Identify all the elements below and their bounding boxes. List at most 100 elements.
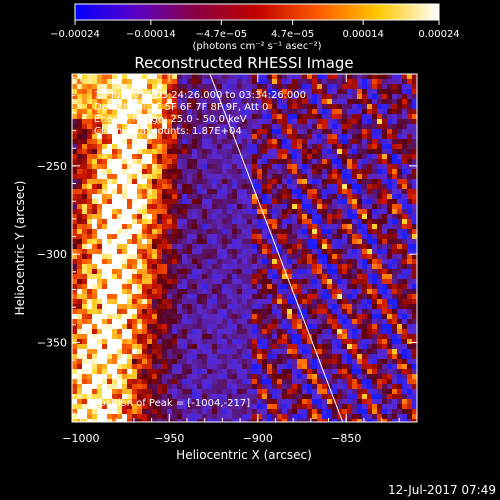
heatmap-cell [82,214,87,219]
heatmap-cell [242,159,247,164]
heatmap-cell [137,324,142,329]
heatmap-cell [257,389,262,394]
heatmap-cell [157,349,162,354]
heatmap-cell [257,369,262,374]
heatmap-cell [122,144,127,149]
heatmap-cell [272,134,277,139]
heatmap-cell [337,289,342,294]
heatmap-cell [82,374,87,379]
heatmap-cell [117,184,122,189]
heatmap-cell [397,229,402,234]
heatmap-cell [127,259,132,264]
heatmap-cell [212,384,217,389]
heatmap-cell [287,134,292,139]
heatmap-cell [97,404,102,409]
heatmap-cell [347,404,352,409]
heatmap-cell [112,359,117,364]
heatmap-cell [287,189,292,194]
heatmap-cell [172,419,177,422]
heatmap-cell [142,404,147,409]
heatmap-cell [82,144,87,149]
heatmap-cell [267,149,272,154]
heatmap-cell [367,249,372,254]
heatmap-cell [112,309,117,314]
heatmap-cell [322,104,327,109]
heatmap-cell [77,299,82,304]
heatmap-cell [107,414,112,419]
heatmap-cell [402,79,407,84]
heatmap-cell [347,279,352,284]
heatmap-cell [392,94,397,99]
heatmap-cell [347,94,352,99]
heatmap-cell [162,214,167,219]
heatmap-cell [247,299,252,304]
heatmap-cell [222,324,227,329]
heatmap-cell [407,329,412,334]
heatmap-cell [337,224,342,229]
heatmap-cell [187,154,192,159]
y-axis-label: Heliocentric Y (arcsec) [13,181,27,316]
heatmap-cell [147,404,152,409]
heatmap-cell [297,414,302,419]
heatmap-cell [282,419,287,422]
heatmap-cell [137,309,142,314]
heatmap-cell [362,214,367,219]
heatmap-cell [322,314,327,319]
heatmap-cell [112,334,117,339]
heatmap-cell [167,194,172,199]
heatmap-cell [307,239,312,244]
heatmap-cell [222,359,227,364]
heatmap-cell [262,189,267,194]
heatmap-cell [362,74,367,79]
heatmap-cell [202,339,207,344]
heatmap-cell [272,384,277,389]
heatmap-cell [347,339,352,344]
heatmap-cell [172,144,177,149]
heatmap-cell [387,334,392,339]
heatmap-cell [392,299,397,304]
heatmap-cell [352,244,357,249]
heatmap-cell [302,354,307,359]
heatmap-cell [302,379,307,384]
heatmap-cell [122,154,127,159]
heatmap-cell [292,134,297,139]
heatmap-cell [162,99,167,104]
heatmap-cell [207,409,212,414]
heatmap-cell [222,144,227,149]
heatmap-cell [177,119,182,124]
heatmap-cell [282,199,287,204]
heatmap-cell [332,364,337,369]
heatmap-cell [162,74,167,79]
heatmap-cell [387,199,392,204]
heatmap-cell [327,159,332,164]
heatmap-cell [357,334,362,339]
heatmap-cell [397,289,402,294]
heatmap-cell [282,314,287,319]
heatmap-cell [152,74,157,79]
heatmap-cell [287,99,292,104]
heatmap-cell [257,399,262,404]
heatmap-cell [97,409,102,414]
heatmap-cell [302,414,307,419]
heatmap-cell [327,114,332,119]
heatmap-cell [277,349,282,354]
heatmap-cell [242,199,247,204]
heatmap-cell [152,414,157,419]
heatmap-cell [287,384,292,389]
heatmap-cell [332,419,337,422]
heatmap-cell [82,84,87,89]
heatmap-cell [112,149,117,154]
heatmap-cell [402,194,407,199]
heatmap-cell [232,419,237,422]
heatmap-cell [147,304,152,309]
heatmap-cell [202,139,207,144]
heatmap-cell [402,279,407,284]
heatmap-cell [262,144,267,149]
heatmap-cell [192,249,197,254]
heatmap-cell [232,379,237,384]
heatmap-cell [212,364,217,369]
heatmap-cell [412,324,417,329]
heatmap-cell [162,359,167,364]
heatmap-cell [282,374,287,379]
heatmap-cell [387,214,392,219]
